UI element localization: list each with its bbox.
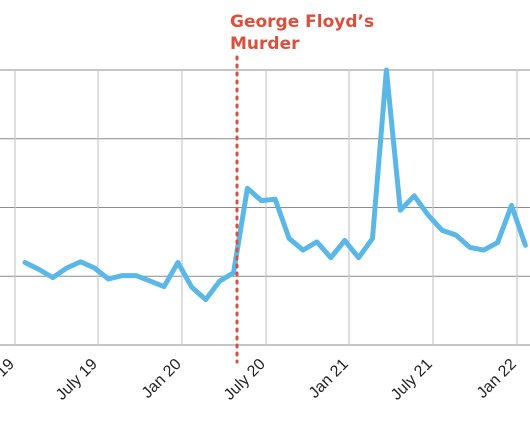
horizontal-gridlines bbox=[0, 69, 530, 346]
x-tick-label: Jan 19 bbox=[0, 356, 18, 402]
annotation-layer: George Floyd’s Murder bbox=[230, 12, 374, 364]
data-point bbox=[120, 274, 124, 278]
data-point bbox=[148, 279, 152, 283]
vertical-gridlines bbox=[14, 70, 518, 345]
data-point bbox=[315, 240, 319, 244]
data-point bbox=[287, 236, 291, 240]
data-point bbox=[426, 213, 430, 217]
data-point bbox=[398, 208, 402, 212]
data-point bbox=[218, 279, 222, 283]
x-tick-label: July 20 bbox=[221, 356, 269, 404]
data-point bbox=[23, 261, 27, 264]
data-point bbox=[496, 241, 500, 245]
data-point bbox=[371, 236, 374, 240]
data-point bbox=[412, 194, 416, 198]
data-point bbox=[343, 239, 347, 242]
x-tick-label: Jan 22 bbox=[474, 356, 520, 402]
data-point bbox=[162, 285, 166, 289]
x-tick-label: Jan 21 bbox=[306, 356, 352, 402]
data-point bbox=[245, 186, 249, 190]
x-tick-label: July 19 bbox=[53, 356, 101, 404]
data-point bbox=[329, 256, 333, 260]
x-tick-labels: Jan 19 July 19 Jan 20 July 20 Jan 21 July 21 J… bbox=[0, 356, 520, 404]
x-tick-label: July 21 bbox=[388, 356, 436, 404]
data-point bbox=[134, 274, 138, 278]
data-point bbox=[106, 277, 110, 281]
data-point bbox=[232, 271, 235, 275]
annotation-label-line-1: George Floyd’s bbox=[230, 12, 374, 32]
data-point bbox=[301, 248, 305, 252]
data-point bbox=[440, 228, 444, 232]
data-point bbox=[273, 197, 277, 201]
data-point bbox=[510, 203, 513, 207]
data-point bbox=[454, 233, 458, 237]
x-tick-label: Jan 20 bbox=[139, 356, 185, 402]
annotation-label-line-2: Murder bbox=[230, 34, 300, 54]
data-point bbox=[384, 68, 388, 72]
data-point bbox=[204, 298, 208, 302]
data-point bbox=[51, 276, 55, 280]
data-point bbox=[259, 199, 263, 203]
data-point bbox=[190, 285, 194, 289]
series-layer bbox=[22, 67, 528, 303]
data-point bbox=[93, 266, 96, 270]
series-line bbox=[22, 67, 528, 303]
data-point bbox=[482, 248, 486, 252]
data-point bbox=[79, 260, 83, 264]
data-point bbox=[65, 266, 69, 270]
data-point bbox=[468, 245, 472, 249]
data-point bbox=[176, 261, 180, 264]
data-point bbox=[37, 267, 41, 271]
data-point bbox=[357, 256, 361, 260]
data-point bbox=[523, 243, 527, 247]
